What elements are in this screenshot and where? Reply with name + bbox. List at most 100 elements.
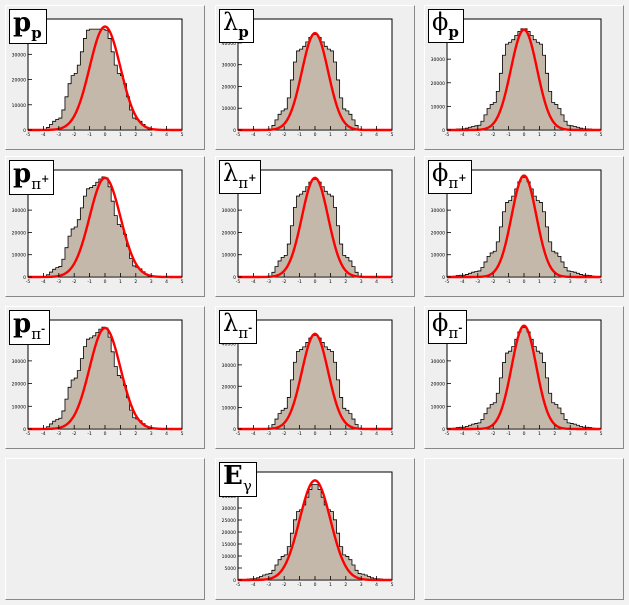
y-tick-label: 10000 [431, 253, 445, 259]
gaussian-fit-line [447, 174, 601, 279]
x-tick-label: -2 [282, 431, 287, 437]
x-tick-label: 0 [314, 132, 317, 138]
x-tick-label: -4 [41, 132, 46, 138]
pad-lambda-proton: 0 10000 20000 30000 40000 -5 -4 -3 -2 -1 0 1 2 3 4 5 λp [215, 5, 415, 150]
y-tick-label: 35000 [222, 494, 236, 500]
x-tick-label: 5 [181, 132, 184, 138]
pad-empty-left [5, 458, 205, 600]
particle-subscript: π- [238, 323, 253, 342]
pad-lambda-piminus: 0 10000 20000 30000 40000 -5 -4 -3 -2 -1 0 1 2 3 4 5 λπ- [215, 306, 415, 449]
variable-label: ϕπ+ [428, 160, 472, 194]
y-tick-label: 0 [23, 275, 26, 281]
x-tick-label: -5 [26, 431, 31, 437]
x-tick-label: 4 [165, 431, 168, 437]
x-tick-label: 3 [569, 132, 572, 138]
x-tick-label: 2 [134, 132, 137, 138]
y-tick-label: 30000 [431, 359, 445, 365]
histogram-bars [446, 28, 602, 131]
x-tick-label: 5 [391, 431, 394, 437]
x-tick-label: -4 [41, 431, 46, 437]
y-tick-label: 20000 [12, 78, 26, 84]
particle-subscript: p [31, 24, 42, 42]
variable-symbol: p [13, 159, 32, 189]
x-tick-label: 2 [553, 431, 556, 437]
x-tick-label: 2 [344, 431, 347, 437]
x-tick-label: -2 [72, 431, 77, 437]
x-tick-label: -1 [506, 431, 511, 437]
x-tick-label: -1 [87, 431, 92, 437]
y-tick-label: 0 [442, 427, 445, 433]
x-tick-label: 2 [553, 279, 556, 285]
pad-e-gamma: 0500010000150002000025000300003500040000… [215, 458, 415, 600]
x-tick-label: 1 [329, 279, 332, 285]
y-tick-label: 0 [233, 578, 236, 584]
x-tick-label: -5 [236, 279, 241, 285]
x-tick-label: -5 [445, 279, 450, 285]
x-tick-label: 4 [584, 132, 587, 138]
x-tick-label: 2 [134, 431, 137, 437]
y-tick-label: 20000 [222, 230, 236, 236]
variable-symbol: λ [223, 8, 239, 36]
x-tick-label: -2 [282, 279, 287, 285]
variable-label: pp [9, 9, 47, 44]
y-tick-label: 30000 [431, 208, 445, 214]
x-tick-label: -4 [460, 279, 465, 285]
x-tick-label: -2 [491, 132, 496, 138]
y-tick-label: 30000 [431, 57, 445, 63]
x-tick-label: 2 [344, 279, 347, 285]
y-tick-label: 10000 [12, 253, 26, 259]
y-tick-label: 40000 [222, 342, 236, 348]
gaussian-fit-line [28, 25, 182, 132]
y-tick-label: 10000 [222, 554, 236, 560]
x-tick-label: -2 [72, 132, 77, 138]
x-tick-label: -4 [41, 279, 46, 285]
x-tick-label: -4 [251, 279, 256, 285]
gaussian-fit-line [28, 326, 182, 431]
x-tick-label: -4 [460, 132, 465, 138]
particle-subscript: π+ [448, 173, 467, 192]
gaussian-fit-line [238, 176, 392, 279]
x-tick-label: -2 [72, 279, 77, 285]
x-tick-label: 5 [391, 132, 394, 138]
x-tick-label: -3 [57, 279, 62, 285]
x-tick-label: -1 [297, 582, 302, 588]
y-tick-label: 30000 [12, 52, 26, 58]
x-tick-label: 1 [329, 132, 332, 138]
x-tick-label: -1 [87, 132, 92, 138]
y-tick-label: 20000 [222, 384, 236, 390]
x-tick-label: 0 [104, 279, 107, 285]
variable-label: pπ+ [9, 159, 55, 195]
y-tick-label: 25000 [222, 518, 236, 524]
y-tick-label: 15000 [222, 542, 236, 548]
y-tick-label: 20000 [222, 84, 236, 90]
x-tick-label: 4 [375, 132, 378, 138]
x-tick-label: -5 [26, 132, 31, 138]
y-tick-label: 20000 [222, 530, 236, 536]
y-tick-label: 0 [442, 128, 445, 134]
x-tick-label: 3 [150, 279, 153, 285]
x-tick-label: 2 [553, 132, 556, 138]
x-tick-label: 1 [538, 279, 541, 285]
x-tick-label: -4 [251, 132, 256, 138]
x-tick-label: -3 [476, 279, 481, 285]
histogram-chart: 0500010000150002000025000300003500040000… [222, 471, 394, 588]
y-tick-label: 30000 [222, 208, 236, 214]
x-tick-label: -2 [282, 132, 287, 138]
histogram-chart: 0 10000 20000 30000 -5 -4 -3 -2 -1 0 1 2 3 4 5 [12, 18, 184, 138]
x-tick-label: 4 [584, 279, 587, 285]
pad-phi-proton: 0 10000 20000 30000 -5 -4 -3 -2 -1 0 1 2 3 4 5 ϕp [424, 5, 624, 150]
gaussian-fit-line [447, 28, 601, 132]
x-tick-label: 4 [375, 279, 378, 285]
x-tick-label: 4 [375, 431, 378, 437]
y-tick-label: 10000 [222, 406, 236, 412]
x-tick-label: 3 [360, 132, 363, 138]
x-tick-label: 1 [119, 132, 122, 138]
x-tick-label: 1 [538, 132, 541, 138]
pad-p-proton: 0 10000 20000 30000 -5 -4 -3 -2 -1 0 1 2 3 4 5 pp [5, 5, 205, 150]
variable-label: ϕp [428, 9, 464, 43]
